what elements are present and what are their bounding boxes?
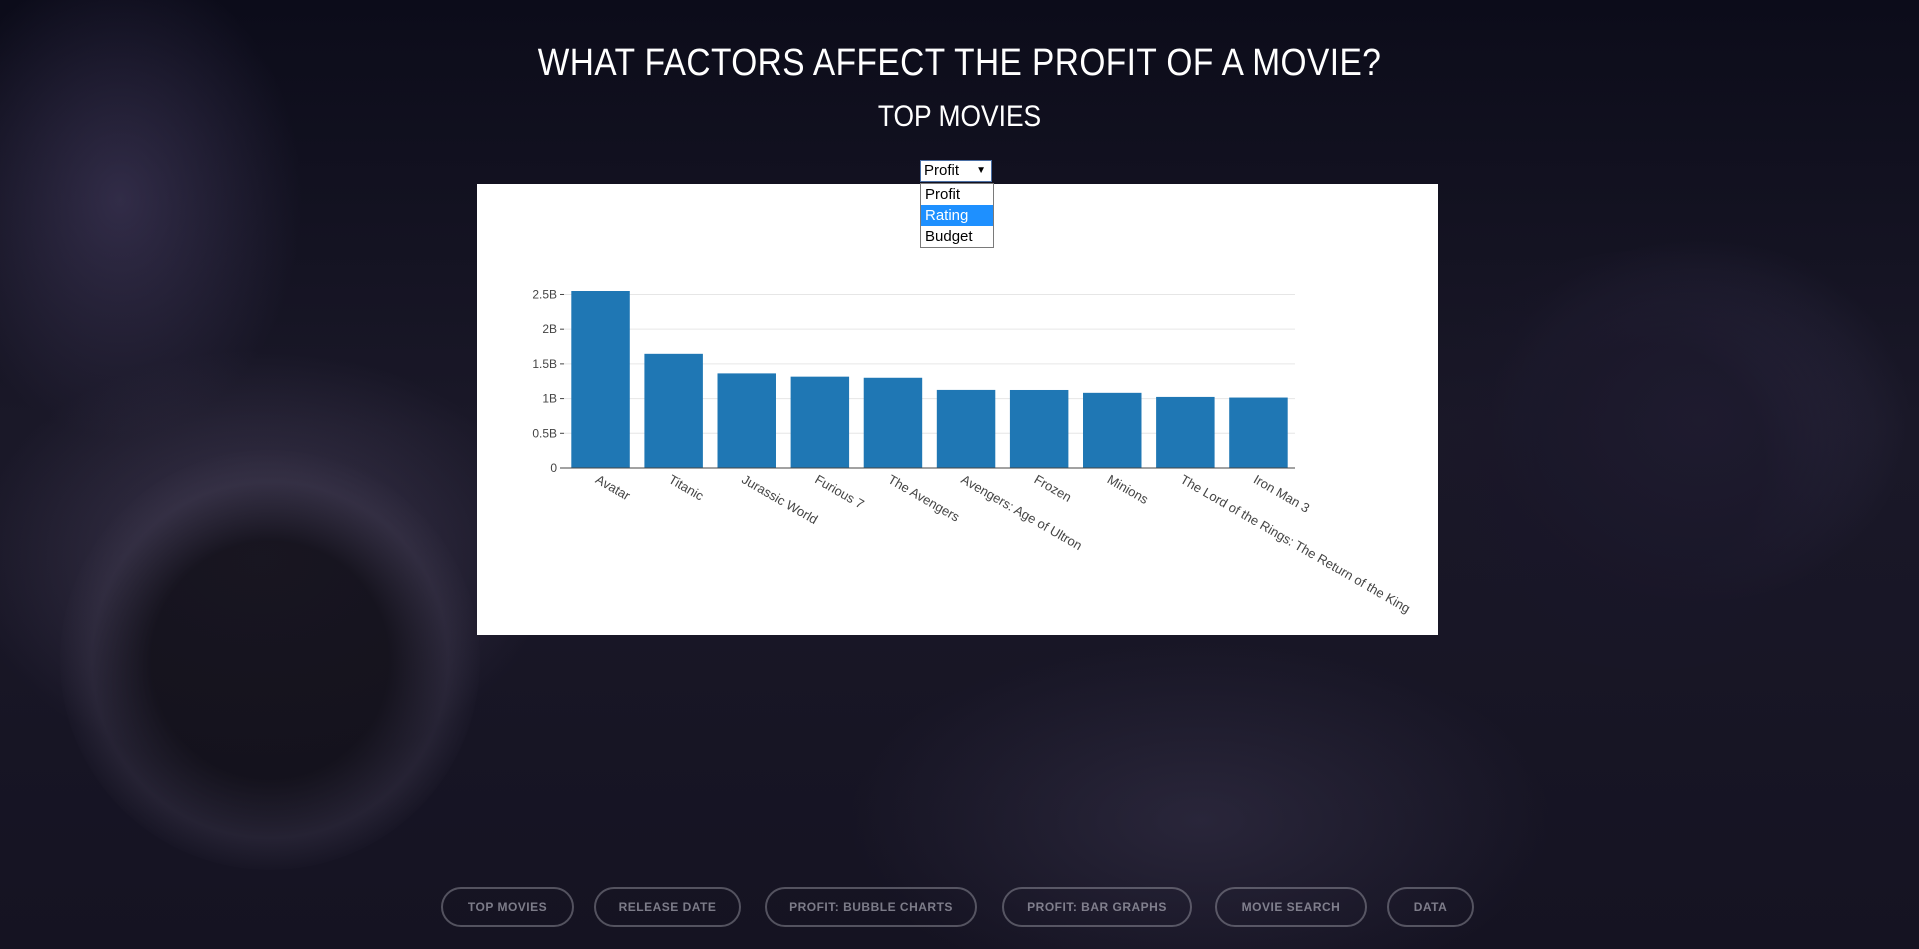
y-tick-label: 0.5B bbox=[532, 426, 557, 440]
bar[interactable] bbox=[717, 373, 776, 468]
option-rating[interactable]: Rating bbox=[921, 205, 993, 226]
x-tick-label: The Avengers bbox=[885, 472, 962, 525]
x-tick-label: Furious 7 bbox=[812, 472, 866, 512]
y-tick-label: 1B bbox=[542, 392, 557, 406]
x-tick-label: Avengers: Age of Ultron bbox=[959, 472, 1085, 554]
chart-panel: 0 0.5B 1B 1.5B 2B 2.5B Avatar Titanic Jurassic W… bbox=[477, 184, 1438, 635]
x-tick-label: Jurassic World bbox=[739, 472, 820, 527]
metric-dropdown-list: Profit Rating Budget bbox=[920, 183, 994, 248]
bar[interactable] bbox=[1229, 397, 1288, 468]
x-tick-label: Iron Man 3 bbox=[1251, 472, 1312, 516]
nav-top-movies[interactable]: TOP MOVIES bbox=[441, 887, 574, 927]
nav-data[interactable]: DATA bbox=[1387, 887, 1474, 927]
nav-profit-bar-graphs[interactable]: PROFIT: BAR GRAPHS bbox=[1002, 887, 1192, 927]
option-profit[interactable]: Profit bbox=[925, 186, 961, 203]
y-tick-label: 2B bbox=[542, 322, 557, 336]
background-camera-shape bbox=[1400, 250, 1900, 670]
metric-select-value: Profit bbox=[924, 162, 960, 179]
bar-chart: 0 0.5B 1B 1.5B 2B 2.5B Avatar Titanic Jurassic W… bbox=[532, 287, 1413, 616]
bar[interactable] bbox=[571, 291, 630, 468]
x-tick-label: Titanic bbox=[666, 472, 707, 504]
bar[interactable] bbox=[1156, 396, 1215, 468]
x-tick-label: Avatar bbox=[593, 472, 633, 504]
option-budget[interactable]: Budget bbox=[925, 228, 973, 245]
x-tick-label: Minions bbox=[1105, 472, 1152, 508]
nav-profit-bubble-charts[interactable]: PROFIT: BUBBLE CHARTS bbox=[765, 887, 977, 927]
page-title: WHAT FACTORS AFFECT THE PROFIT OF A MOVI… bbox=[537, 42, 1382, 84]
bar[interactable] bbox=[863, 377, 923, 468]
metric-select[interactable]: Profit ▼ bbox=[920, 160, 992, 182]
y-tick-label: 2.5B bbox=[532, 287, 557, 301]
y-tick-label: 1.5B bbox=[532, 357, 557, 371]
bar[interactable] bbox=[1083, 392, 1142, 468]
bar[interactable] bbox=[1009, 389, 1069, 468]
bar[interactable] bbox=[936, 389, 996, 468]
nav-movie-search[interactable]: MOVIE SEARCH bbox=[1215, 887, 1367, 927]
y-tick-label: 0 bbox=[550, 461, 557, 475]
x-tick-label: Frozen bbox=[1032, 472, 1075, 505]
chevron-down-icon: ▼ bbox=[976, 165, 986, 176]
bar[interactable] bbox=[790, 376, 850, 468]
bar[interactable] bbox=[644, 353, 703, 468]
nav-release-date[interactable]: RELEASE DATE bbox=[594, 887, 741, 927]
bottom-nav: TOP MOVIES RELEASE DATE PROFIT: BUBBLE C… bbox=[0, 887, 1919, 927]
background-lens-shape bbox=[60, 450, 480, 870]
page-subtitle: TOP MOVIES bbox=[877, 100, 1042, 133]
